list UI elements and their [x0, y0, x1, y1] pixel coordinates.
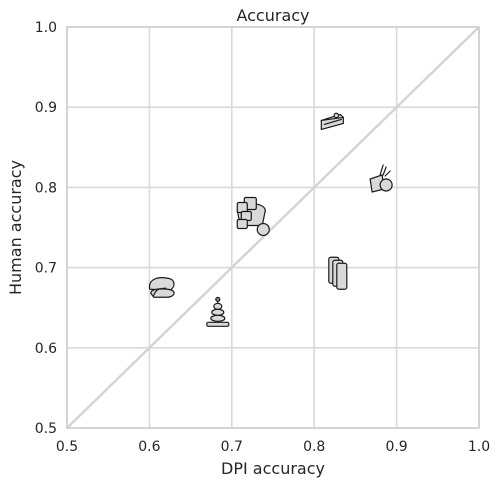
y-tick-label: 1.0	[35, 20, 57, 36]
x-tick-label: 0.5	[56, 439, 78, 455]
tick-labels: 0.5 0.6 0.7 0.8 0.9 1.0 0.5 0.6 0.7 0.8 0.9 1.0	[35, 20, 490, 455]
ring-stack-toy-icon	[206, 296, 230, 327]
y-tick-label: 0.8	[35, 180, 57, 196]
y-tick-label: 0.5	[35, 421, 57, 437]
x-axis-label: DPI accuracy	[221, 459, 325, 478]
y-tick-label: 0.7	[35, 261, 57, 277]
data-points	[148, 112, 393, 327]
x-tick-label: 0.7	[221, 439, 243, 455]
y-tick-label: 0.6	[35, 341, 57, 357]
y-tick-label: 0.9	[35, 100, 57, 116]
y-axis-label: Human accuracy	[6, 160, 25, 295]
cake-slice-icon	[320, 112, 344, 131]
identity-diagonal-line	[66, 26, 480, 429]
x-tick-label: 0.8	[303, 439, 325, 455]
x-tick-label: 0.6	[138, 439, 160, 455]
cushion-icon	[148, 277, 175, 298]
x-tick-label: 0.9	[385, 439, 407, 455]
plot-frame	[66, 26, 480, 429]
x-tick-label: 1.0	[468, 439, 490, 455]
stacked-cards-icon	[328, 256, 348, 290]
utensils-with-ball-icon	[369, 164, 393, 193]
chart-title: Accuracy	[236, 6, 309, 25]
stacked-cups-with-ball-icon	[236, 196, 270, 237]
